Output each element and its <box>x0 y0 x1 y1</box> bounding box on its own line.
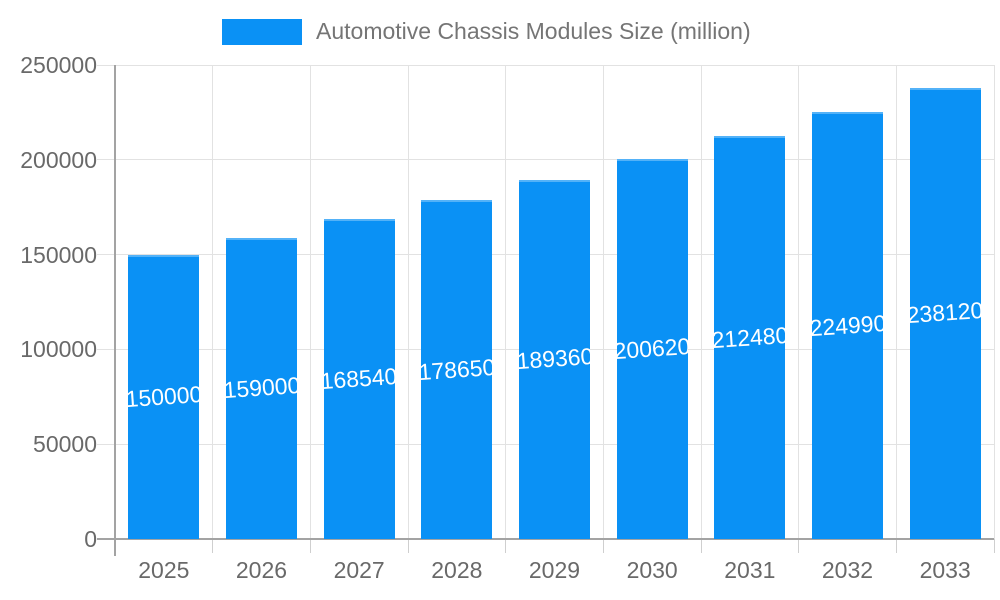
x-gridline <box>309 65 311 539</box>
bar[interactable]: 159000 <box>226 237 297 539</box>
x-axis-category-label: 2029 <box>528 557 581 583</box>
x-axis-category-label: 2030 <box>626 557 678 583</box>
x-axis-tick <box>407 539 409 553</box>
x-axis-tick <box>309 539 311 553</box>
x-axis-tick <box>212 539 214 553</box>
y-gridline <box>97 159 994 161</box>
bar-value-label: 159000 <box>226 372 297 404</box>
x-gridline <box>993 65 995 539</box>
x-axis-category-label: 2027 <box>333 557 385 583</box>
x-axis-category-label: 2026 <box>235 557 288 583</box>
x-gridline <box>505 65 507 539</box>
y-axis-tick-label: 250000 <box>20 52 97 78</box>
x-axis-category-label: 2031 <box>724 557 776 583</box>
x-gridline <box>700 65 702 539</box>
x-axis-tick <box>700 539 702 553</box>
x-axis-category-label: 2025 <box>138 557 190 583</box>
y-gridline <box>97 64 994 66</box>
bar-value-label: 238120 <box>909 297 981 329</box>
x-gridline <box>798 65 800 539</box>
x-axis-tick <box>993 539 995 553</box>
bar[interactable]: 224990 <box>812 112 883 539</box>
x-axis-category-label: 2033 <box>919 557 971 583</box>
x-axis-category-label: 2032 <box>821 557 874 583</box>
bar-value-label: 178650 <box>421 353 493 385</box>
x-axis-tick <box>602 539 604 553</box>
y-axis-tick-label: 50000 <box>33 431 97 458</box>
x-axis-tick <box>505 539 507 553</box>
bar[interactable]: 189360 <box>519 179 590 539</box>
x-gridline <box>602 65 604 539</box>
x-axis-tick <box>895 539 897 553</box>
legend-series-label: Automotive Chassis Modules Size (million… <box>316 18 751 44</box>
bar-value-label: 168540 <box>323 363 395 395</box>
x-gridline <box>212 65 214 539</box>
bar[interactable]: 168540 <box>323 219 395 539</box>
bar-value-label: 212480 <box>714 321 786 353</box>
y-axis-tick-label: 0 <box>84 526 97 552</box>
bar-value-label: 224990 <box>812 309 883 341</box>
bar-value-label: 200620 <box>616 332 688 364</box>
bar-value-label: 150000 <box>128 380 200 412</box>
legend-swatch-icon <box>222 18 302 45</box>
x-gridline <box>407 65 409 539</box>
x-gridline <box>895 65 897 539</box>
x-axis-tick <box>798 539 800 553</box>
y-axis-tick-label: 200000 <box>20 146 97 173</box>
bar[interactable]: 212480 <box>714 136 786 539</box>
bar[interactable]: 200620 <box>616 158 688 539</box>
bar[interactable]: 178650 <box>421 200 493 539</box>
x-axis-line <box>97 538 994 540</box>
y-axis-line <box>114 65 116 556</box>
y-axis-tick-label: 150000 <box>20 241 97 268</box>
x-axis-category-label: 2028 <box>431 557 483 583</box>
bar[interactable]: 150000 <box>128 254 200 539</box>
bar[interactable]: 238120 <box>909 87 981 539</box>
legend[interactable]: Automotive Chassis Modules Size (million… <box>222 18 751 45</box>
bar-value-label: 189360 <box>519 343 590 375</box>
y-axis-tick-label: 100000 <box>20 336 97 363</box>
